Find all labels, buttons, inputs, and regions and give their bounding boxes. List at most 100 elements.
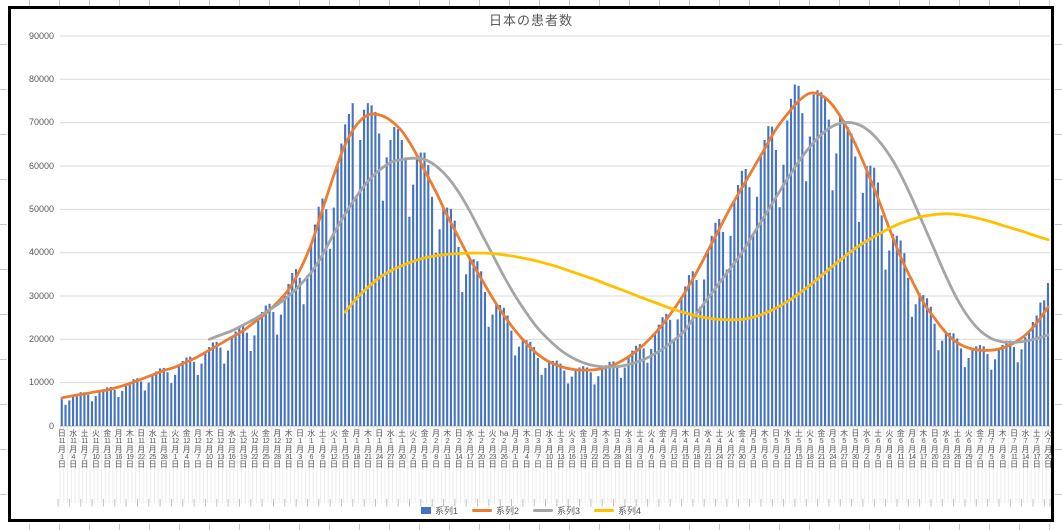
bar xyxy=(551,361,555,426)
bar xyxy=(642,348,645,426)
bar xyxy=(151,374,154,426)
spreadsheet-column-ticks-bottom xyxy=(0,524,1062,530)
x-axis-label: 日 12 月 13 日 xyxy=(216,429,225,470)
bar xyxy=(529,341,532,426)
x-axis-label: 金 1 月 15 日 xyxy=(341,429,350,470)
bar xyxy=(891,234,895,426)
bar xyxy=(325,209,328,426)
bar xyxy=(884,269,887,426)
x-axis-label: 土 7 月 17 日 xyxy=(1032,429,1041,470)
bar xyxy=(102,389,105,426)
bar xyxy=(514,355,517,426)
chart-title[interactable]: 日本の患者数 xyxy=(488,13,573,28)
x-axis-label: 火 2 月 23 日 xyxy=(488,429,497,470)
bar xyxy=(174,374,177,426)
bar xyxy=(313,224,316,426)
x-axis-label: 金 3 月 19 日 xyxy=(579,429,588,470)
x-axis-label: 金 5 月 21 日 xyxy=(817,429,826,470)
x-axis-label: 金 12 月 4 日 xyxy=(182,429,191,470)
bar xyxy=(298,277,301,426)
line-series-系列4 xyxy=(343,212,1050,322)
bar xyxy=(1012,347,1016,426)
legend-item-系列4[interactable]: 系列4 xyxy=(594,504,641,517)
bar xyxy=(268,303,271,426)
bar xyxy=(1046,283,1050,426)
bar xyxy=(506,315,509,426)
bar xyxy=(351,103,354,426)
bar xyxy=(442,208,445,426)
x-axis-label: 木 5 月 27 日 xyxy=(840,429,849,470)
bar xyxy=(687,275,691,426)
bar xyxy=(472,259,475,426)
x-axis-label: 水 5 月 12 日 xyxy=(783,429,792,470)
legend-item-系列2[interactable]: 系列2 xyxy=(471,504,519,517)
bar xyxy=(857,221,861,426)
x-axis-label: 水 7 月 14 日 xyxy=(1021,429,1030,470)
bar xyxy=(567,383,570,426)
legend-item-系列3[interactable]: 系列3 xyxy=(533,504,580,517)
bar xyxy=(328,248,332,426)
bar xyxy=(669,319,672,426)
x-axis-label: 日 6 月 20 日 xyxy=(930,429,939,470)
bar xyxy=(378,133,381,426)
bar xyxy=(933,323,936,426)
bar xyxy=(861,192,864,426)
bar xyxy=(597,376,600,426)
bar xyxy=(306,275,309,426)
legend-label: 系列1 xyxy=(434,506,458,516)
bar xyxy=(404,157,407,427)
bar xyxy=(718,218,721,426)
bar xyxy=(740,170,743,426)
bar xyxy=(706,250,709,426)
x-axis-label: 水 12 月 16 日 xyxy=(227,429,236,470)
legend-label: 系列3 xyxy=(557,506,581,516)
x-axis-label: 木 4 月 15 日 xyxy=(681,429,690,470)
bar xyxy=(1024,337,1027,426)
x-axis-label: 木 1 月 21 日 xyxy=(363,429,372,470)
bar xyxy=(415,156,418,426)
y-axis-label: 70000 xyxy=(28,117,54,128)
x-axis-label: 月 11 月 16 日 xyxy=(114,429,123,470)
bar xyxy=(287,283,290,426)
bar xyxy=(449,208,452,426)
x-axis-label: 木 12 月 10 日 xyxy=(205,429,214,470)
bar xyxy=(601,368,604,426)
bar xyxy=(344,124,347,427)
bar xyxy=(914,304,917,426)
bar xyxy=(1043,300,1046,426)
bar xyxy=(502,307,505,426)
bar xyxy=(665,313,668,426)
bar xyxy=(226,350,230,426)
line-series-系列3 xyxy=(207,121,1050,369)
chart-legend[interactable]: 系列1 系列2 系列3 系列4 xyxy=(0,504,1062,517)
x-axis-label: 水 2 月 17 日 xyxy=(465,429,474,470)
bar xyxy=(185,357,188,426)
bar xyxy=(177,365,180,426)
bar xyxy=(646,362,649,426)
x-axis-label: 土 11 月 28 日 xyxy=(159,429,168,470)
x-axis-label: 日 2 月 14 日 xyxy=(454,429,463,470)
bar xyxy=(113,390,116,426)
bar xyxy=(835,153,838,426)
legend-item-系列1[interactable]: 系列1 xyxy=(420,504,458,517)
x-axis-label: 水 6 月 23 日 xyxy=(942,429,951,470)
bar xyxy=(1001,345,1004,426)
bar xyxy=(249,351,252,426)
y-axis-label: 40000 xyxy=(28,247,54,258)
x-axis-label: 火 5 月 18 日 xyxy=(806,429,815,470)
bar xyxy=(771,126,774,426)
bar xyxy=(850,133,853,426)
bar xyxy=(997,348,1000,426)
bar xyxy=(585,367,589,426)
bar xyxy=(903,253,906,426)
bar xyxy=(495,303,498,426)
